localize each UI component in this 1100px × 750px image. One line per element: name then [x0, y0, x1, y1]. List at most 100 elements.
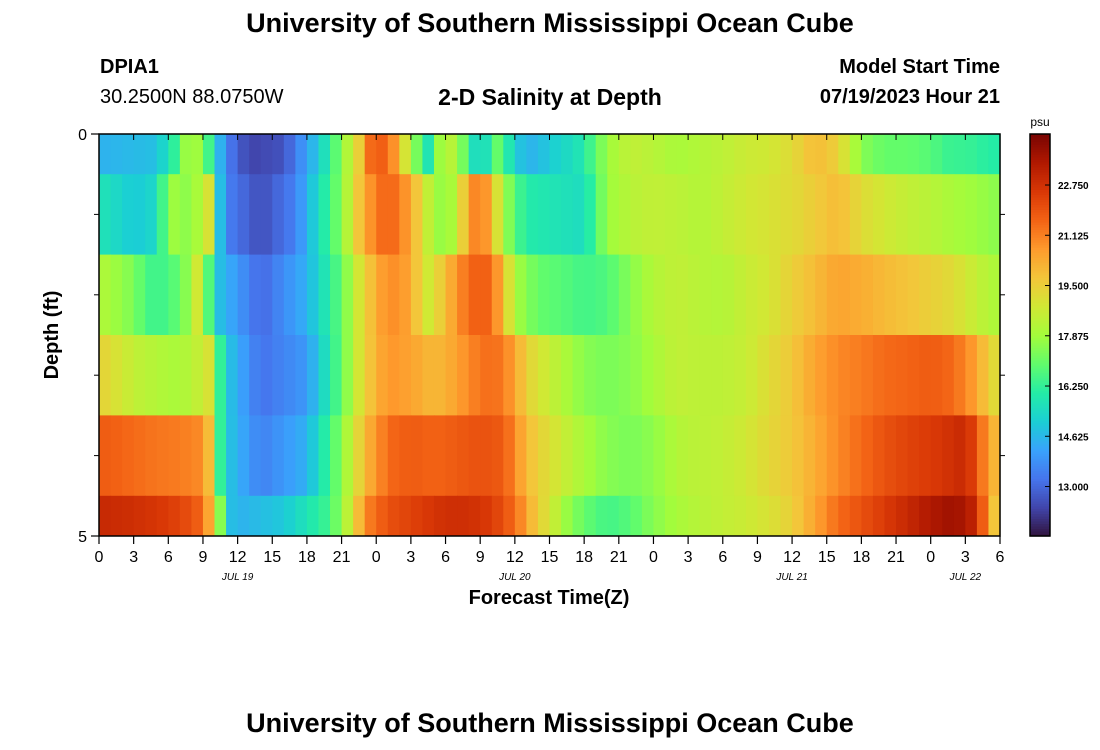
x-tick-label: 9: [199, 549, 208, 566]
heatmap-cell: [457, 495, 470, 537]
date-label: JUL 22: [949, 572, 982, 583]
heatmap-cell: [191, 415, 204, 497]
heatmap-cell: [272, 134, 285, 175]
colorbar-segment: [1030, 525, 1050, 530]
colorbar-segment: [1030, 274, 1050, 278]
heatmap-cell: [260, 254, 273, 336]
heatmap-cell: [503, 495, 516, 537]
heatmap-cell: [884, 415, 897, 497]
heatmap-cell: [803, 254, 816, 336]
colorbar-segment: [1030, 520, 1050, 525]
colorbar-segment: [1030, 350, 1050, 354]
heatmap-cell: [133, 335, 146, 416]
heatmap-cell: [514, 134, 527, 175]
heatmap-cell: [919, 335, 932, 416]
heatmap-cell: [549, 415, 562, 497]
heatmap-cell: [376, 134, 389, 175]
heatmap-cell: [306, 254, 320, 336]
colorbar-segment: [1030, 390, 1050, 394]
heatmap-cell: [99, 495, 112, 537]
heatmap-cell: [561, 134, 574, 175]
colorbar-segment: [1030, 370, 1050, 374]
colorbar-segment: [1030, 239, 1050, 243]
heatmap-cell: [745, 254, 759, 336]
heatmap-cell: [260, 335, 273, 416]
heatmap-cell: [445, 495, 458, 537]
heatmap-cell: [491, 134, 504, 175]
colorbar-segment: [1030, 307, 1050, 311]
heatmap-cell: [930, 254, 943, 336]
colorbar-tick-label: 14.625: [1058, 432, 1089, 443]
colorbar-segment: [1030, 455, 1050, 459]
heatmap-cell: [226, 134, 239, 175]
heatmap-cell: [780, 495, 793, 537]
heatmap-cell: [965, 495, 978, 537]
colorbar-segment: [1030, 412, 1050, 416]
heatmap-cell: [445, 415, 458, 497]
heatmap-cell: [491, 335, 504, 416]
heatmap-cell: [826, 174, 839, 255]
colorbar-segment: [1030, 360, 1050, 364]
heatmap-cell: [202, 495, 216, 537]
heatmap-cell: [641, 134, 655, 175]
heatmap-cell: [526, 254, 539, 336]
heatmap-cell: [445, 134, 458, 175]
heatmap-cell: [179, 134, 193, 175]
heatmap-cell: [861, 335, 874, 416]
heatmap-cell: [768, 254, 782, 336]
heatmap-cell: [584, 174, 597, 255]
heatmap-cell: [953, 134, 966, 175]
heatmap-cell: [491, 415, 504, 497]
x-tick-label: 12: [506, 549, 524, 566]
heatmap-cell: [815, 335, 828, 416]
heatmap-cell: [549, 254, 562, 336]
heatmap-cell: [665, 254, 678, 336]
colorbar-segment: [1030, 166, 1050, 170]
heatmap-cell: [803, 174, 816, 255]
colorbar-segment: [1030, 498, 1050, 502]
heatmap-cell: [214, 254, 227, 336]
heatmap-cell: [537, 335, 551, 416]
heatmap-cell: [630, 134, 643, 175]
heatmap-cell: [653, 335, 666, 416]
colorbar-segment: [1030, 294, 1050, 298]
heatmap-cell: [318, 415, 331, 497]
heatmap-cell: [572, 335, 585, 416]
heatmap-cell: [422, 254, 435, 336]
heatmap-cell: [480, 335, 493, 416]
colorbar-segment: [1030, 136, 1050, 140]
heatmap-cell: [260, 415, 273, 497]
heatmap-cell: [630, 335, 643, 416]
heatmap-cell: [214, 174, 227, 255]
colorbar-segment: [1030, 254, 1050, 258]
colorbar-tick-label: 22.750: [1058, 181, 1089, 192]
colorbar-segment: [1030, 352, 1050, 356]
colorbar-segment: [1030, 309, 1050, 313]
heatmap-cell: [572, 174, 585, 255]
heatmap-cell: [826, 335, 839, 416]
heatmap-cell: [676, 335, 689, 416]
heatmap-cell: [872, 415, 886, 497]
heatmap-cell: [653, 495, 666, 537]
colorbar-segment: [1030, 515, 1050, 520]
heatmap-cell: [722, 134, 735, 175]
heatmap-cell: [792, 495, 805, 537]
colorbar-segment: [1030, 367, 1050, 371]
colorbar-segment: [1030, 194, 1050, 198]
heatmap-cell: [249, 134, 262, 175]
colorbar-segment: [1030, 450, 1050, 454]
heatmap-cell: [919, 134, 932, 175]
heatmap-cell: [341, 254, 354, 336]
heatmap-cell: [491, 495, 504, 537]
colorbar-segment: [1030, 139, 1050, 143]
heatmap-cell: [353, 254, 366, 336]
heatmap-cell: [988, 254, 1001, 336]
heatmap-cell: [514, 254, 527, 336]
colorbar-segment: [1030, 453, 1050, 457]
heatmap-cell: [780, 134, 793, 175]
colorbar-segment: [1030, 473, 1050, 477]
colorbar-segment: [1030, 365, 1050, 369]
heatmap-cell: [919, 174, 932, 255]
heatmap-cell: [387, 174, 400, 255]
heatmap-cell: [433, 415, 447, 497]
